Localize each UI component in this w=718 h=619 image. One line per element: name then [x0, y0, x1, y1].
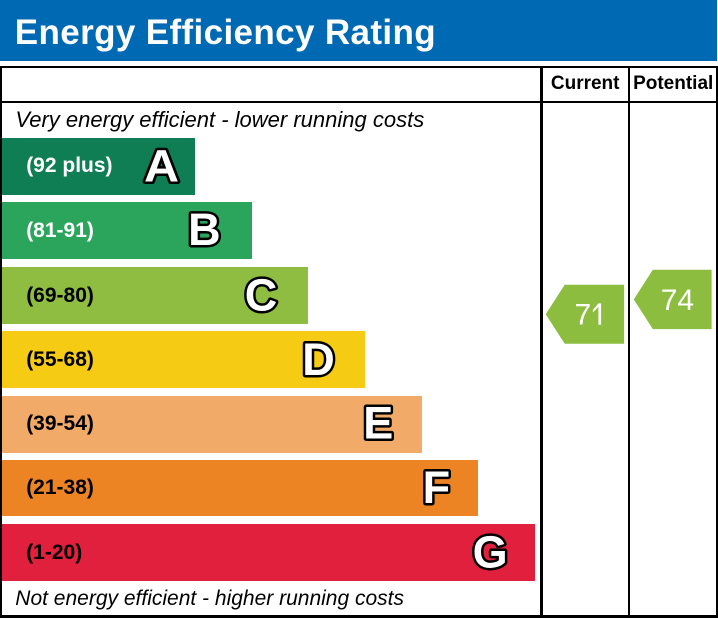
svg-text:D: D	[302, 334, 335, 385]
svg-text:74: 74	[661, 284, 694, 317]
svg-text:C: C	[245, 270, 278, 321]
svg-text:G: G	[473, 526, 508, 577]
svg-text:E: E	[363, 397, 393, 448]
svg-text:A: A	[144, 140, 179, 191]
svg-text:7: 7	[574, 299, 591, 332]
svg-text:F: F	[423, 462, 451, 513]
svg-text:B: B	[188, 204, 221, 255]
